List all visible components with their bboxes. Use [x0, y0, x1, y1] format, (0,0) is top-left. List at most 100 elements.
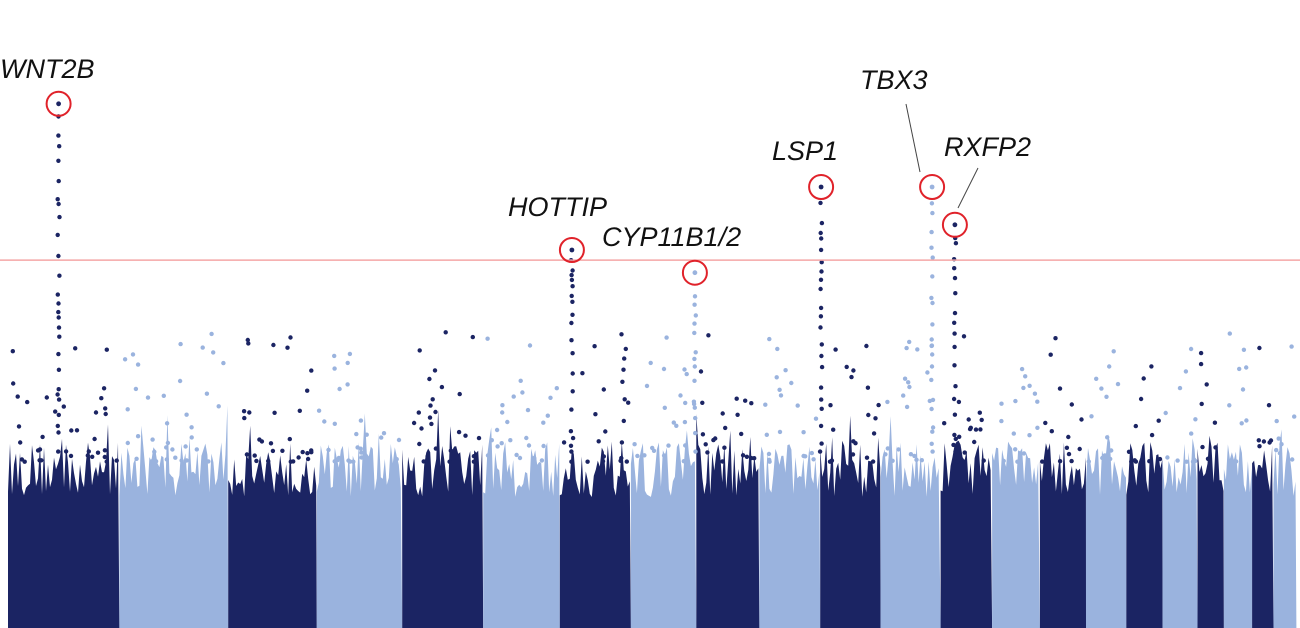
snp-point: [165, 440, 171, 446]
snp-point: [85, 453, 91, 458]
snp-point: [252, 453, 257, 458]
snp-point: [1115, 381, 1121, 387]
snp-point: [568, 429, 574, 434]
snp-point: [648, 360, 653, 366]
snp-point: [68, 453, 74, 459]
snp-point: [850, 452, 856, 457]
snp-point: [520, 390, 525, 395]
snp-point: [309, 368, 314, 373]
snp-point: [1129, 459, 1134, 464]
snp-point: [518, 378, 523, 383]
snp-point: [1257, 444, 1262, 449]
snp-point: [500, 410, 505, 415]
snp-point: [622, 397, 627, 402]
snp-point: [125, 407, 130, 412]
snp-point: [394, 457, 399, 462]
snp-point: [952, 412, 958, 417]
highlight-circle: [808, 174, 835, 200]
snp-point: [777, 429, 783, 435]
snp-point: [1015, 459, 1020, 464]
lead-snp-point[interactable]: [569, 247, 575, 253]
snp-point: [204, 391, 210, 396]
lead-snp-point[interactable]: [818, 184, 824, 190]
snp-point: [61, 404, 66, 409]
snp-point: [624, 459, 629, 464]
snp-point: [170, 447, 175, 452]
snp-point: [1277, 451, 1283, 456]
snp-point: [789, 380, 794, 386]
snp-point: [818, 423, 824, 429]
snp-point: [851, 368, 856, 373]
snp-point: [56, 412, 61, 418]
snp-point: [287, 436, 292, 442]
snp-point: [1156, 418, 1161, 423]
snp-point: [433, 409, 438, 415]
snp-point: [56, 133, 61, 138]
snp-point: [930, 210, 935, 216]
snp-point: [957, 434, 962, 439]
snp-point: [951, 396, 957, 402]
snp-point: [355, 445, 360, 450]
snp-point: [952, 275, 958, 281]
snp-point: [244, 452, 250, 457]
snp-point: [216, 404, 221, 409]
snp-point: [929, 343, 935, 348]
snp-point: [622, 356, 627, 361]
snp-point: [723, 425, 728, 431]
lead-snp-point[interactable]: [56, 101, 61, 107]
snp-point: [73, 346, 78, 351]
snp-point: [221, 360, 226, 366]
chromosome-2-body: [119, 405, 229, 628]
snp-point: [621, 367, 626, 372]
snp-point: [1189, 431, 1194, 436]
snp-point: [326, 447, 331, 453]
snp-point: [448, 448, 453, 453]
lead-snp-point[interactable]: [929, 184, 935, 190]
snp-point: [818, 200, 823, 206]
snp-point: [173, 455, 178, 460]
snp-point: [245, 337, 250, 343]
snp-point: [864, 455, 870, 460]
lead-snp-point[interactable]: [692, 270, 698, 276]
snp-point: [777, 387, 782, 392]
snp-point: [930, 300, 935, 306]
gene-label: RXFP2: [944, 132, 1031, 162]
snp-point: [1019, 366, 1025, 372]
snp-point: [1266, 403, 1272, 408]
snp-point: [288, 335, 293, 340]
snp-point: [332, 353, 337, 359]
snp-point: [485, 453, 491, 458]
snp-point: [103, 406, 108, 411]
snp-point: [102, 448, 108, 453]
snp-point: [1184, 459, 1189, 464]
snp-point: [1199, 401, 1204, 407]
snp-point: [666, 443, 671, 448]
snp-point: [1021, 451, 1027, 456]
snp-point: [833, 347, 838, 352]
snp-point: [1241, 347, 1247, 352]
chromosome-15-body: [1039, 442, 1086, 628]
snp-point: [973, 427, 979, 432]
snp-point: [500, 403, 505, 408]
snp-point: [74, 428, 80, 433]
chromosome-3-body: [228, 425, 317, 628]
chromosome-9-body: [696, 414, 760, 628]
chromosome-10-body: [759, 444, 821, 628]
snp-point: [443, 330, 448, 335]
snp-point: [1237, 366, 1242, 372]
snp-point: [819, 269, 824, 274]
snp-point: [1035, 399, 1040, 404]
snp-point: [242, 415, 247, 421]
snp-point: [417, 441, 422, 447]
snp-point: [145, 395, 151, 400]
snp-point: [929, 441, 934, 446]
snp-point: [135, 434, 141, 439]
lead-snp-point[interactable]: [952, 222, 958, 228]
chromosome-6-body: [483, 427, 560, 628]
snp-point: [164, 445, 169, 450]
snp-point: [1013, 447, 1018, 452]
snp-point: [977, 410, 982, 415]
snp-point: [1147, 459, 1152, 464]
snp-point: [347, 459, 353, 464]
